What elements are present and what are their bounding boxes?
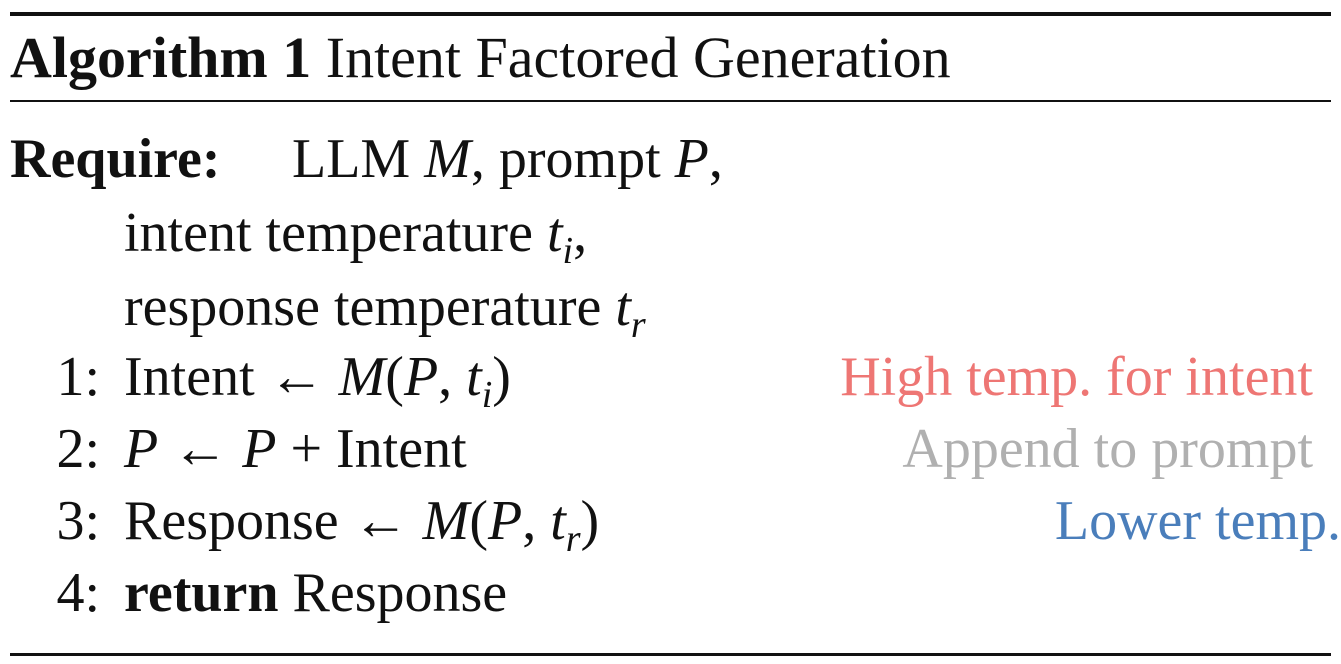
step-4: return Response [124,558,507,628]
require-response-temp-text: response temperature [124,276,602,338]
require-sub-r: r [630,304,646,346]
require-var-t: t [546,202,563,264]
require-comma: , [708,128,723,190]
require-line-1: LLM M, prompt P, [292,124,723,194]
step-3-close-paren: ) [580,490,600,552]
bottom-rule [10,653,1331,656]
step-number-2: 2: [56,418,100,480]
require-prompt-text: , prompt [470,128,661,190]
top-rule [10,12,1331,16]
step-3: Response ← M(P, tr) [124,486,599,562]
return-keyword: return [124,562,279,624]
step-3-arg-p: P [487,490,523,552]
step-1-comment: High temp. for intent [840,346,1313,408]
step-3-arrow: ← [352,490,409,552]
algorithm-title: Algorithm 1 Intent Factored Generation [10,22,951,94]
step-3-comment: Lower temp. [1054,490,1341,552]
require-intent-temp-text: intent temperature [124,202,533,264]
algorithm-name: Intent Factored Generation [325,25,951,90]
step-3-open-paren: ( [469,490,488,552]
require-var-m: M [424,128,471,190]
require-line-3: response temperature tr [124,272,646,348]
step-1-fn: M [338,346,386,408]
step-1-open-paren: ( [385,346,404,408]
step-2-rhs-text: Intent [336,418,467,480]
step-number-3: 3: [56,490,100,552]
require-llm-text: LLM [292,128,411,190]
step-1-comma: , [438,346,453,408]
algorithm-label: Algorithm 1 [10,25,312,90]
step-2-plus: + [290,418,323,480]
step-3-fn: M [422,490,470,552]
step-2: P ← P + Intent [124,414,467,484]
step-2-lhs: P [124,418,159,480]
step-1-sub: i [481,374,493,416]
require-comma-2: , [573,202,588,264]
step-1-arg-t: t [466,346,482,408]
step-3-sub: r [565,518,581,560]
require-line-2: intent temperature ti, [124,198,587,274]
step-1-arrow: ← [268,346,325,408]
step-1-lhs: Intent [124,346,255,408]
step-number-1: 1: [56,346,100,408]
step-2-rhs-var: P [242,418,277,480]
step-1: Intent ← M(P, ti) [124,342,511,418]
step-1-arg-p: P [403,346,439,408]
require-var-t-r: t [615,276,631,338]
title-rule [10,100,1331,102]
require-label: Require: [10,128,221,190]
step-number-4: 4: [56,562,100,624]
step-3-comma: , [522,490,537,552]
step-3-lhs: Response [124,490,339,552]
require-var-p: P [674,128,709,190]
return-value: Response [292,562,508,624]
step-2-comment: Append to prompt [902,418,1313,480]
step-3-arg-t: t [550,490,566,552]
require-sub-i: i [562,230,574,272]
step-2-arrow: ← [172,418,229,480]
step-1-close-paren: ) [492,346,511,408]
